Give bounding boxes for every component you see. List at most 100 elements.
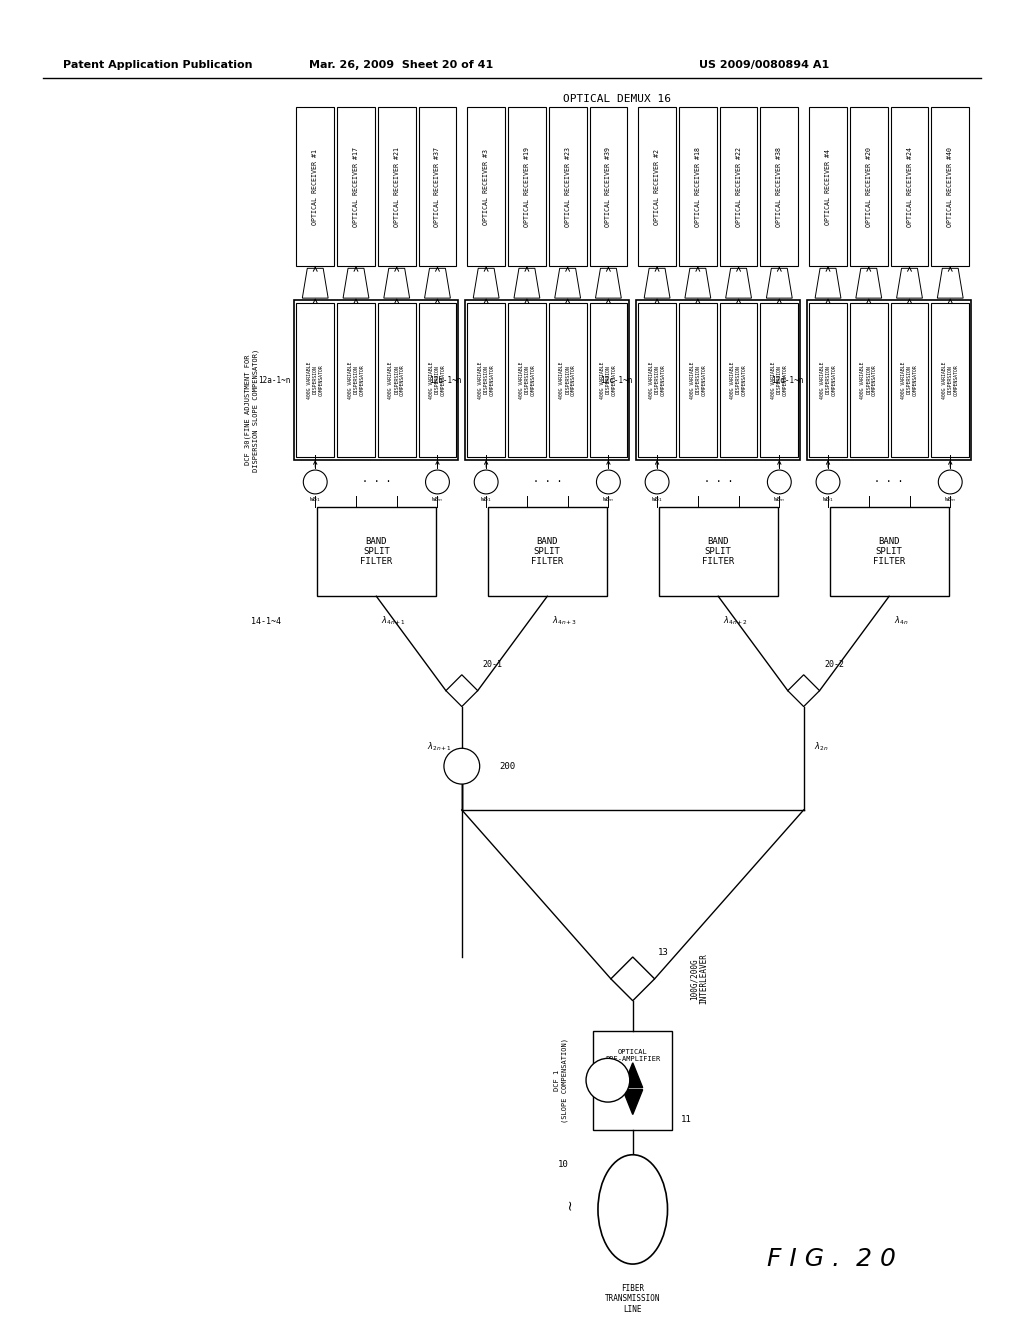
Text: 10: 10	[558, 1160, 569, 1170]
Polygon shape	[596, 268, 622, 298]
Text: · · ·: · · ·	[874, 477, 904, 487]
Text: WB$_1$: WB$_1$	[822, 495, 834, 504]
Text: OPTICAL RECEIVER #39: OPTICAL RECEIVER #39	[605, 147, 611, 227]
Text: WB$_1$: WB$_1$	[480, 495, 493, 504]
Text: WB$_n$: WB$_n$	[773, 495, 785, 504]
Polygon shape	[623, 1063, 643, 1088]
Text: · · ·: · · ·	[532, 477, 562, 487]
Polygon shape	[685, 268, 711, 298]
Bar	[467, 304, 505, 457]
Bar	[932, 107, 969, 267]
Text: OPTICAL DEMUX 16: OPTICAL DEMUX 16	[563, 94, 671, 104]
Polygon shape	[766, 268, 793, 298]
Bar	[761, 107, 798, 267]
Bar	[508, 107, 546, 267]
Text: ~: ~	[563, 1199, 578, 1210]
Bar	[829, 507, 949, 597]
Text: 400G VARIABLE
DISPERSION
COMPENSATOR: 400G VARIABLE DISPERSION COMPENSATOR	[518, 362, 536, 399]
Polygon shape	[425, 268, 451, 298]
Bar	[720, 107, 758, 267]
Bar	[761, 304, 798, 457]
Text: 400G VARIABLE
DISPERSION
COMPENSATOR: 400G VARIABLE DISPERSION COMPENSATOR	[942, 362, 958, 399]
Text: $\lambda_{2n+1}$: $\lambda_{2n+1}$	[427, 741, 452, 752]
Bar	[891, 107, 929, 267]
Text: 400G VARIABLE
DISPERSION
COMPENSATOR: 400G VARIABLE DISPERSION COMPENSATOR	[429, 362, 445, 399]
Text: Patent Application Publication: Patent Application Publication	[62, 59, 252, 70]
Polygon shape	[302, 268, 328, 298]
Bar	[467, 107, 505, 267]
Bar	[508, 304, 546, 457]
Text: OPTICAL
PRE-AMPLIFIER: OPTICAL PRE-AMPLIFIER	[605, 1049, 660, 1061]
Circle shape	[426, 470, 450, 494]
Polygon shape	[787, 675, 819, 706]
Text: OPTICAL RECEIVER #23: OPTICAL RECEIVER #23	[564, 147, 570, 227]
Text: 400G VARIABLE
DISPERSION
COMPENSATOR: 400G VARIABLE DISPERSION COMPENSATOR	[307, 362, 324, 399]
Text: OPTICAL RECEIVER #22: OPTICAL RECEIVER #22	[735, 147, 741, 227]
Text: 400G VARIABLE
DISPERSION
COMPENSATOR: 400G VARIABLE DISPERSION COMPENSATOR	[860, 362, 878, 399]
Text: DCF 30(FINE ADJUSTMENT FOR
DISPERSION SLOPE COMPENSATOR): DCF 30(FINE ADJUSTMENT FOR DISPERSION SL…	[245, 348, 259, 471]
Text: 400G VARIABLE
DISPERSION
COMPENSATOR: 400G VARIABLE DISPERSION COMPENSATOR	[649, 362, 666, 399]
Bar	[419, 304, 457, 457]
Text: BAND
SPLIT
FILTER: BAND SPLIT FILTER	[702, 537, 734, 566]
Text: 400G VARIABLE
DISPERSION
COMPENSATOR: 400G VARIABLE DISPERSION COMPENSATOR	[689, 362, 707, 399]
Text: US 2009/0080894 A1: US 2009/0080894 A1	[698, 59, 829, 70]
Circle shape	[816, 470, 840, 494]
Text: 400G VARIABLE
DISPERSION
COMPENSATOR: 400G VARIABLE DISPERSION COMPENSATOR	[901, 362, 918, 399]
Bar	[294, 300, 459, 461]
Polygon shape	[384, 268, 410, 298]
Text: OPTICAL RECEIVER #3: OPTICAL RECEIVER #3	[483, 149, 489, 224]
Text: 12c-1~n: 12c-1~n	[600, 376, 632, 384]
Text: BAND
SPLIT
FILTER: BAND SPLIT FILTER	[873, 537, 905, 566]
Text: $\lambda_{4n}$: $\lambda_{4n}$	[894, 615, 908, 627]
Text: OPTICAL RECEIVER #2: OPTICAL RECEIVER #2	[654, 149, 660, 224]
Bar	[337, 107, 375, 267]
Polygon shape	[555, 268, 581, 298]
Bar	[378, 107, 416, 267]
Circle shape	[596, 470, 621, 494]
Text: WB$_1$: WB$_1$	[309, 495, 322, 504]
Text: OPTICAL RECEIVER #19: OPTICAL RECEIVER #19	[524, 147, 529, 227]
Text: 12b-1~n: 12b-1~n	[429, 376, 462, 384]
Text: $\lambda_{4n+3}$: $\lambda_{4n+3}$	[552, 615, 578, 627]
Text: DCF 1
(SLOPE COMPENSATION): DCF 1 (SLOPE COMPENSATION)	[554, 1038, 568, 1123]
Bar	[638, 107, 676, 267]
Polygon shape	[644, 268, 670, 298]
Circle shape	[586, 1059, 630, 1102]
Polygon shape	[726, 268, 752, 298]
Bar	[636, 300, 800, 461]
Circle shape	[767, 470, 792, 494]
Text: 11: 11	[680, 1115, 691, 1125]
Text: 400G VARIABLE
DISPERSION
COMPENSATOR: 400G VARIABLE DISPERSION COMPENSATOR	[771, 362, 787, 399]
Bar	[593, 1031, 673, 1130]
Text: 12d-1~n: 12d-1~n	[771, 376, 803, 384]
Text: $\lambda_{2n}$: $\lambda_{2n}$	[814, 741, 828, 752]
Text: 200: 200	[500, 762, 516, 771]
Ellipse shape	[598, 1155, 668, 1265]
Bar	[465, 300, 630, 461]
Polygon shape	[856, 268, 882, 298]
Circle shape	[645, 470, 669, 494]
Text: 20-1: 20-1	[482, 660, 503, 669]
Text: OPTICAL RECEIVER #17: OPTICAL RECEIVER #17	[353, 147, 359, 227]
Text: OPTICAL RECEIVER #20: OPTICAL RECEIVER #20	[865, 147, 871, 227]
Bar	[549, 304, 587, 457]
Polygon shape	[473, 268, 499, 298]
Text: WB$_n$: WB$_n$	[602, 495, 614, 504]
Text: F I G .  2 0: F I G . 2 0	[767, 1247, 896, 1271]
Polygon shape	[897, 268, 923, 298]
Text: · · ·: · · ·	[361, 477, 391, 487]
Circle shape	[474, 470, 498, 494]
Bar	[378, 304, 416, 457]
Text: OPTICAL RECEIVER #21: OPTICAL RECEIVER #21	[393, 147, 399, 227]
Polygon shape	[611, 957, 654, 1001]
Text: 400G VARIABLE
DISPERSION
COMPENSATOR: 400G VARIABLE DISPERSION COMPENSATOR	[730, 362, 746, 399]
Text: · · ·: · · ·	[703, 477, 733, 487]
Bar	[590, 107, 628, 267]
Bar	[720, 304, 758, 457]
Text: WB$_1$: WB$_1$	[651, 495, 664, 504]
Text: 400G VARIABLE
DISPERSION
COMPENSATOR: 400G VARIABLE DISPERSION COMPENSATOR	[820, 362, 837, 399]
Text: WB$_n$: WB$_n$	[431, 495, 443, 504]
Text: 400G VARIABLE
DISPERSION
COMPENSATOR: 400G VARIABLE DISPERSION COMPENSATOR	[559, 362, 575, 399]
Bar	[932, 304, 969, 457]
Bar	[891, 304, 929, 457]
